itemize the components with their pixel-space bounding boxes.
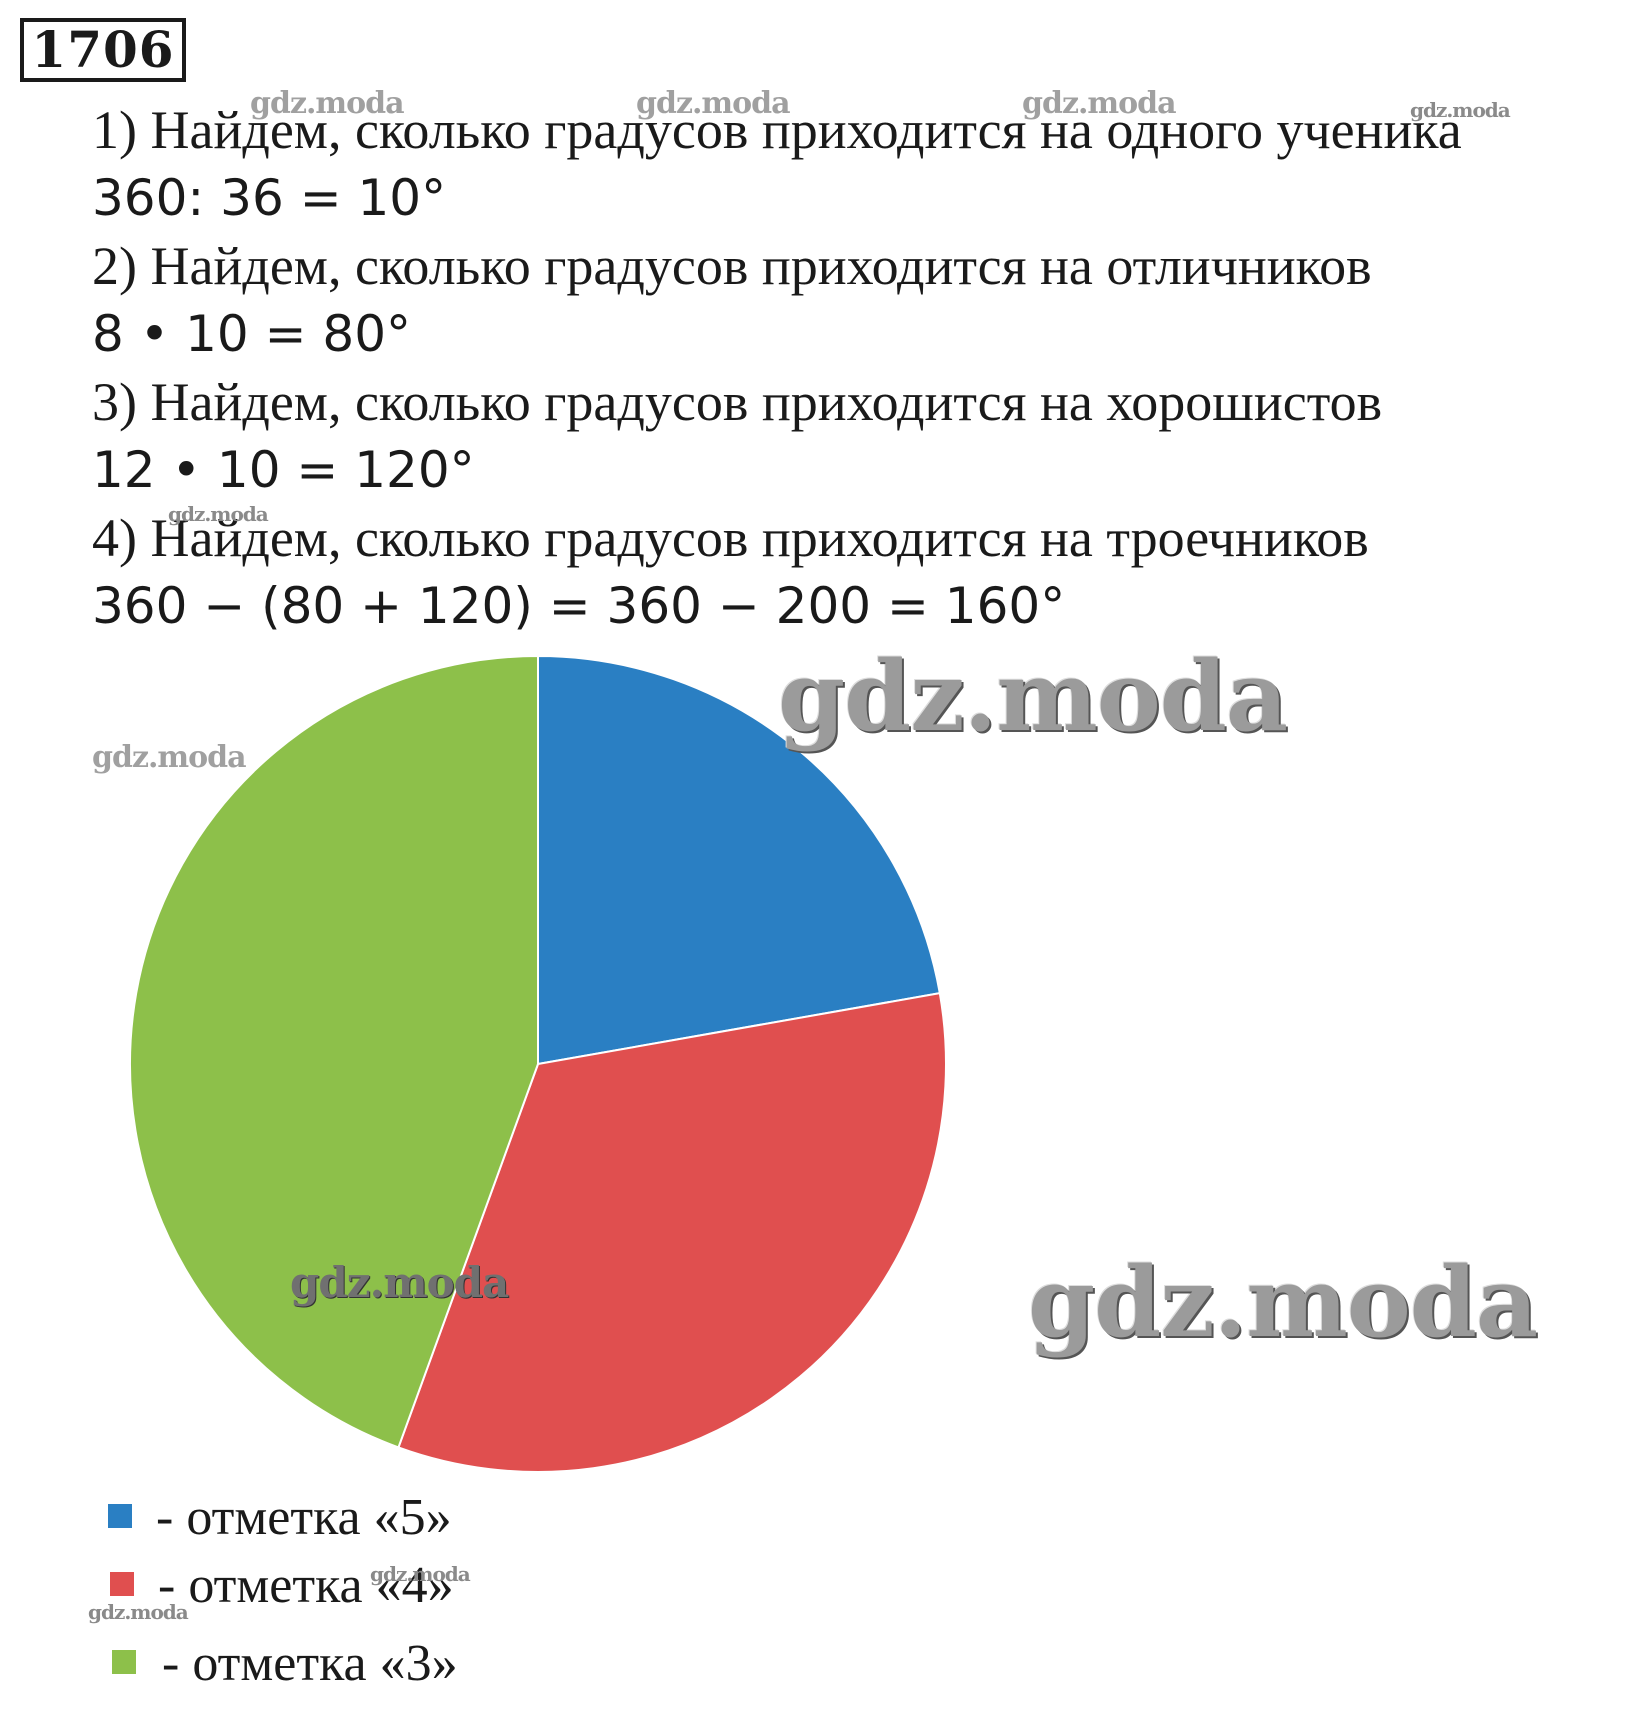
watermark: gdz.moda	[250, 86, 405, 121]
legend-label-3: - отметка «3»	[162, 1635, 458, 1692]
watermark: gdz.moda	[1022, 86, 1177, 121]
watermark: gdz.moda	[168, 502, 269, 526]
watermark: gdz.moda	[290, 1258, 509, 1307]
step-4-formula: 360 − (80 + 120) = 360 − 200 = 160°	[92, 577, 1066, 635]
watermark: gdz.moda	[1410, 98, 1511, 122]
watermark: gdz.moda	[370, 1562, 471, 1586]
watermark: gdz.moda	[92, 740, 247, 775]
step-3-text: 3) Найдем, сколько градусов приходится н…	[92, 372, 1383, 432]
step-4-text: 4) Найдем, сколько градусов приходится н…	[92, 508, 1369, 568]
watermark: gdz.moda	[636, 86, 791, 121]
step-2-formula: 8 • 10 = 80°	[92, 305, 412, 363]
step-1-formula: 360: 36 = 10°	[92, 169, 447, 227]
legend-label-5: - отметка «5»	[156, 1489, 452, 1546]
pie-slice-3	[129, 654, 539, 1449]
watermark: gdz.moda	[1028, 1246, 1538, 1359]
watermark: gdz.moda	[778, 640, 1288, 753]
legend-label-4: - отметка «4»	[158, 1557, 454, 1614]
watermark: gdz.moda	[88, 1600, 189, 1624]
step-2-text: 2) Найдем, сколько градусов приходится н…	[92, 236, 1372, 296]
step-3-formula: 12 • 10 = 120°	[92, 441, 475, 499]
step-1-text: 1) Найдем, сколько градусов приходится н…	[92, 100, 1462, 160]
pie-slice-5	[537, 654, 941, 1066]
legend-swatch-3	[112, 1650, 136, 1674]
legend-swatch-4	[110, 1572, 134, 1596]
legend-swatch-5	[108, 1504, 132, 1528]
task-number: 1706	[20, 18, 186, 82]
pie-slice-4	[397, 991, 947, 1473]
